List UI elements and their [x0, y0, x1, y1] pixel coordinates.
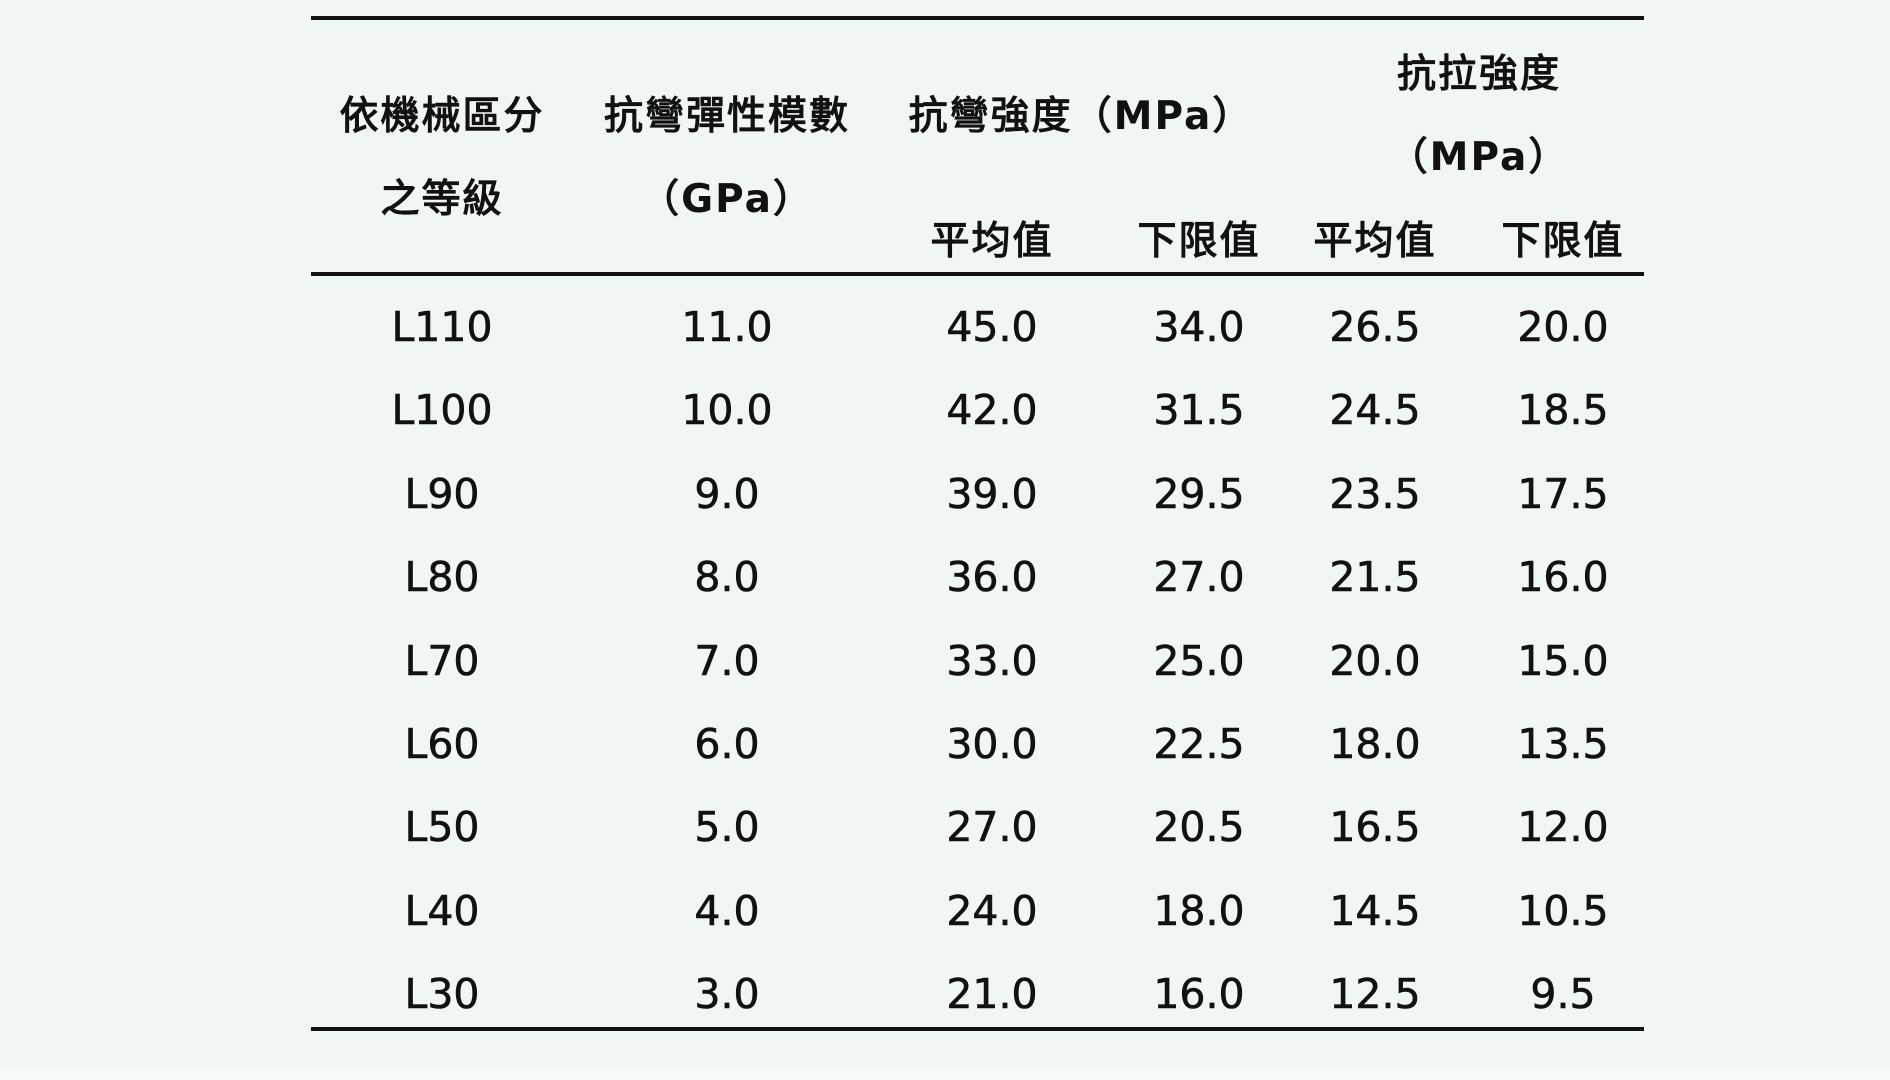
bending-avg-cell: 45.0 [946, 303, 1038, 352]
bending-avg-cell: 39.0 [946, 469, 1038, 518]
tensile-lower-cell: 10.5 [1517, 886, 1609, 935]
moe-cell: 8.0 [694, 553, 760, 602]
moe-cell: 7.0 [694, 636, 760, 685]
tensile-avg-cell: 24.5 [1329, 386, 1421, 435]
grade-cell: L80 [404, 553, 480, 602]
bending-avg-cell: 36.0 [946, 553, 1038, 602]
header-moe-line2: （GPa） [640, 177, 814, 222]
moe-cell: 10.0 [681, 386, 773, 435]
bending-lower-cell: 18.0 [1153, 886, 1245, 935]
bending-lower-cell: 29.5 [1153, 469, 1245, 518]
moe-cell: 11.0 [681, 303, 773, 352]
tensile-avg-cell: 18.0 [1329, 720, 1421, 769]
tensile-avg-cell: 20.0 [1329, 636, 1421, 685]
bending-avg-cell: 27.0 [946, 803, 1038, 852]
header-tensile-line1: 抗拉強度 [1396, 52, 1562, 97]
bending-lower-cell: 16.0 [1153, 970, 1245, 1019]
moe-cell: 4.0 [694, 886, 760, 935]
tensile-lower-cell: 16.0 [1517, 553, 1609, 602]
tensile-lower-cell: 20.0 [1517, 303, 1609, 352]
header-bending-lower: 下限值 [1137, 219, 1261, 264]
bottom-margin [0, 1068, 1890, 1080]
table-top-rule [311, 16, 1644, 20]
bending-lower-cell: 34.0 [1153, 303, 1245, 352]
tensile-lower-cell: 12.0 [1517, 803, 1609, 852]
header-tensile-avg: 平均值 [1313, 219, 1437, 264]
grade-cell: L60 [404, 720, 480, 769]
bending-avg-cell: 24.0 [946, 886, 1038, 935]
tensile-avg-cell: 16.5 [1329, 803, 1421, 852]
grade-cell: L30 [404, 970, 480, 1019]
table-bottom-rule [311, 1027, 1644, 1031]
tensile-lower-cell: 9.5 [1530, 970, 1596, 1019]
moe-cell: 6.0 [694, 720, 760, 769]
header-grade-line1: 依機械區分 [339, 94, 545, 139]
header-tensile-line2: （MPa） [1388, 135, 1570, 180]
bending-lower-cell: 22.5 [1153, 720, 1245, 769]
header-moe-line1: 抗彎彈性模數 [603, 94, 851, 139]
grade-cell: L50 [404, 803, 480, 852]
bending-avg-cell: 33.0 [946, 636, 1038, 685]
tensile-avg-cell: 23.5 [1329, 469, 1421, 518]
tensile-lower-cell: 13.5 [1517, 720, 1609, 769]
grade-cell: L40 [404, 886, 480, 935]
header-tensile-lower: 下限值 [1501, 219, 1625, 264]
header-bending-strength: 抗彎強度（MPa） [908, 94, 1254, 139]
moe-cell: 5.0 [694, 803, 760, 852]
bending-avg-cell: 42.0 [946, 386, 1038, 435]
tensile-lower-cell: 15.0 [1517, 636, 1609, 685]
bending-lower-cell: 27.0 [1153, 553, 1245, 602]
bending-avg-cell: 21.0 [946, 970, 1038, 1019]
tensile-lower-cell: 17.5 [1517, 469, 1609, 518]
tensile-lower-cell: 18.5 [1517, 386, 1609, 435]
header-grade-line2: 之等級 [380, 177, 504, 222]
bending-lower-cell: 31.5 [1153, 386, 1245, 435]
grade-cell: L70 [404, 636, 480, 685]
tensile-avg-cell: 21.5 [1329, 553, 1421, 602]
header-bending-avg: 平均值 [930, 219, 1054, 264]
grade-cell: L100 [391, 386, 493, 435]
bending-lower-cell: 25.0 [1153, 636, 1245, 685]
bending-lower-cell: 20.5 [1153, 803, 1245, 852]
bending-avg-cell: 30.0 [946, 720, 1038, 769]
tensile-avg-cell: 26.5 [1329, 303, 1421, 352]
grade-cell: L90 [404, 469, 480, 518]
tensile-avg-cell: 12.5 [1329, 970, 1421, 1019]
tensile-avg-cell: 14.5 [1329, 886, 1421, 935]
header-bottom-rule [311, 272, 1644, 276]
moe-cell: 9.0 [694, 469, 760, 518]
moe-cell: 3.0 [694, 970, 760, 1019]
grade-cell: L110 [391, 303, 493, 352]
